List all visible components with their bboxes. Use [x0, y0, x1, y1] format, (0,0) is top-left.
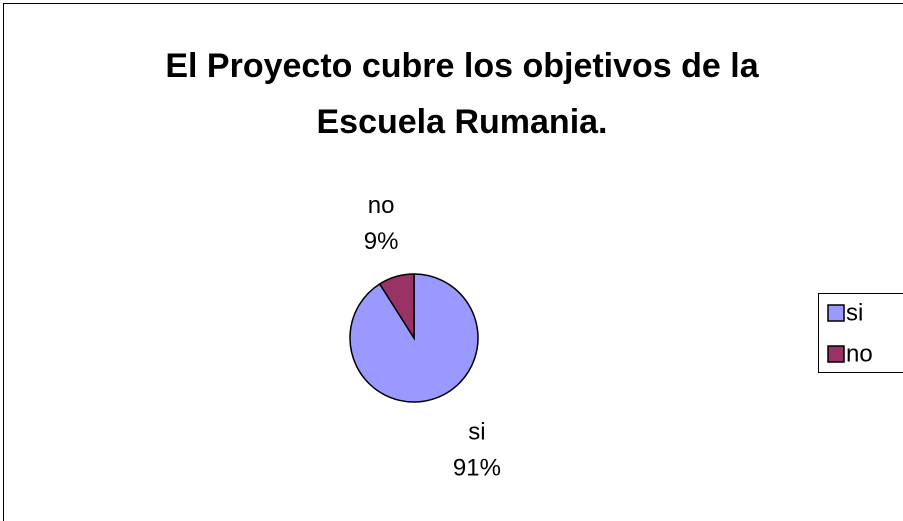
legend-label: no [846, 340, 873, 367]
chart-title: El Proyecto cubre los objetivos de la Es… [165, 47, 759, 141]
legend-label: si [846, 299, 863, 326]
slice-value-label: 91% [453, 455, 501, 482]
slice-value-label: 9% [364, 228, 399, 255]
pie-slice [378, 273, 415, 341]
legend-swatch [827, 345, 845, 363]
slice-category-label: si [468, 419, 485, 446]
chart-frame [3, 3, 903, 521]
slice-category-label: no [368, 192, 395, 219]
legend-swatch [827, 304, 845, 322]
